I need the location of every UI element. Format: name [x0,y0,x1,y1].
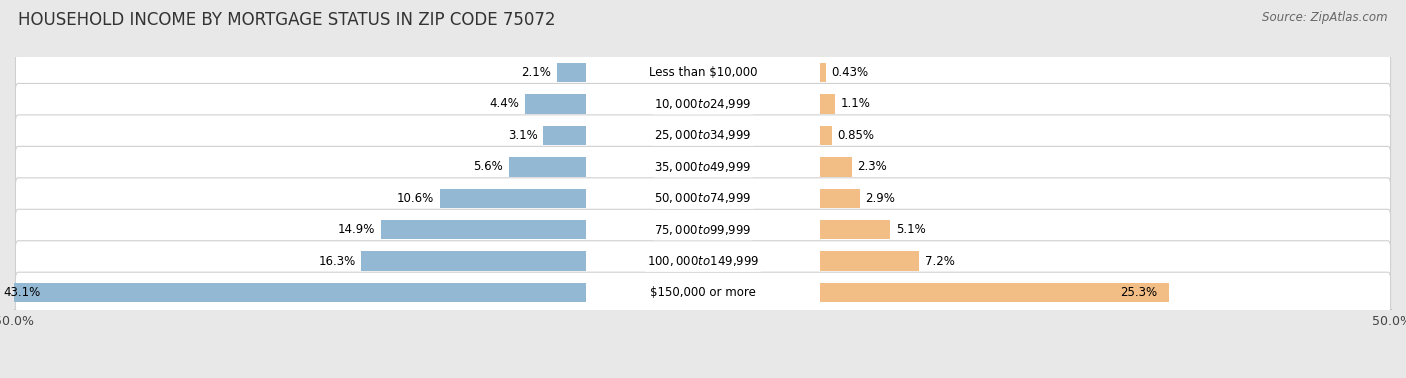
Text: 10.6%: 10.6% [396,192,434,205]
Legend: Without Mortgage, With Mortgage: Without Mortgage, With Mortgage [564,377,842,378]
Text: $25,000 to $34,999: $25,000 to $34,999 [654,129,752,143]
Bar [361,251,586,271]
Text: 0.85%: 0.85% [838,129,875,142]
Bar [820,189,860,208]
Bar [820,157,852,177]
Text: 4.4%: 4.4% [489,98,520,110]
FancyBboxPatch shape [15,178,1391,219]
Bar [820,125,832,145]
Text: Source: ZipAtlas.com: Source: ZipAtlas.com [1263,11,1388,24]
Text: $75,000 to $99,999: $75,000 to $99,999 [654,223,752,237]
Text: 2.9%: 2.9% [866,192,896,205]
Text: 43.1%: 43.1% [3,286,41,299]
Bar [820,283,1168,302]
FancyBboxPatch shape [15,52,1391,93]
Bar [820,94,835,114]
Text: 0.43%: 0.43% [831,66,869,79]
Text: HOUSEHOLD INCOME BY MORTGAGE STATUS IN ZIP CODE 75072: HOUSEHOLD INCOME BY MORTGAGE STATUS IN Z… [18,11,555,29]
Text: 7.2%: 7.2% [925,255,955,268]
Text: 2.3%: 2.3% [858,160,887,174]
Text: $150,000 or more: $150,000 or more [650,286,756,299]
Bar [557,63,586,82]
Bar [820,251,920,271]
Text: 25.3%: 25.3% [1121,286,1157,299]
FancyBboxPatch shape [15,272,1391,313]
Bar [509,157,586,177]
Bar [820,63,827,82]
Text: $50,000 to $74,999: $50,000 to $74,999 [654,191,752,205]
Text: 2.1%: 2.1% [522,66,551,79]
FancyBboxPatch shape [15,241,1391,282]
Text: $10,000 to $24,999: $10,000 to $24,999 [654,97,752,111]
Text: 16.3%: 16.3% [319,255,356,268]
FancyBboxPatch shape [15,84,1391,124]
Text: 3.1%: 3.1% [508,129,537,142]
Text: $35,000 to $49,999: $35,000 to $49,999 [654,160,752,174]
Text: Less than $10,000: Less than $10,000 [648,66,758,79]
FancyBboxPatch shape [15,146,1391,187]
Text: 5.1%: 5.1% [896,223,925,236]
Bar [440,189,586,208]
Bar [381,220,586,240]
Bar [0,283,586,302]
Text: 14.9%: 14.9% [337,223,375,236]
FancyBboxPatch shape [15,209,1391,250]
FancyBboxPatch shape [15,115,1391,156]
Text: 5.6%: 5.6% [474,160,503,174]
Bar [820,220,890,240]
Text: $100,000 to $149,999: $100,000 to $149,999 [647,254,759,268]
Bar [526,94,586,114]
Text: 1.1%: 1.1% [841,98,870,110]
Bar [543,125,586,145]
